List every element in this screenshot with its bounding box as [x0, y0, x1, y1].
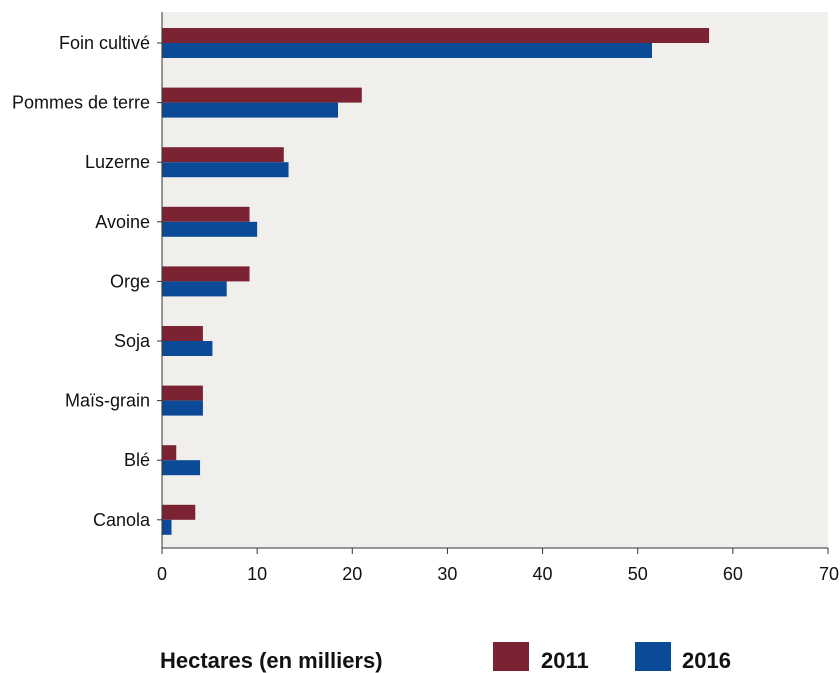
bar-2016-4	[162, 281, 227, 297]
x-tick-label: 50	[628, 564, 648, 584]
category-label: Foin cultivé	[59, 33, 150, 53]
bar-2016-2	[162, 162, 289, 178]
bar-2016-1	[162, 102, 339, 118]
category-label: Soja	[114, 331, 151, 351]
x-tick-label: 70	[819, 564, 839, 584]
category-label: Maïs-grain	[65, 391, 150, 411]
bar-2011-4	[162, 266, 250, 282]
bar-2011-0	[162, 28, 710, 43]
legend-label-2011: 2011	[541, 648, 589, 673]
legend-title: Hectares (en milliers)	[160, 648, 383, 673]
legend-swatch-2011	[493, 642, 529, 671]
bar-2016-6	[162, 400, 203, 416]
bar-2011-2	[162, 147, 284, 163]
bar-2016-0	[162, 43, 652, 58]
legend-label-2016: 2016	[682, 648, 731, 673]
x-tick-label: 40	[533, 564, 553, 584]
category-label: Blé	[124, 450, 150, 470]
x-tick-label: 10	[247, 564, 267, 584]
category-label: Luzerne	[85, 152, 150, 172]
legend-swatch-2016	[635, 642, 671, 671]
bar-2016-5	[162, 341, 213, 356]
bar-2016-3	[162, 221, 258, 237]
bar-2011-6	[162, 385, 203, 401]
x-tick-label: 60	[723, 564, 743, 584]
category-label: Canola	[93, 510, 151, 530]
category-label: Orge	[110, 271, 150, 291]
x-axis-ticks: 0 10 20 30 40 50 60 70	[157, 548, 839, 584]
bar-2011-1	[162, 87, 362, 103]
bar-2016-8	[162, 519, 172, 535]
legend: Hectares (en milliers) 2011 2016	[160, 642, 731, 673]
x-tick-label: 30	[437, 564, 457, 584]
category-labels: Foin cultivé Pommes de terre Luzerne Avoine…	[12, 33, 162, 530]
bar-2011-7	[162, 445, 177, 461]
category-label: Pommes de terre	[12, 93, 150, 113]
bars-group	[162, 28, 710, 535]
category-label: Avoine	[95, 212, 150, 232]
x-tick-label: 20	[342, 564, 362, 584]
bar-2011-8	[162, 504, 196, 520]
bar-2011-5	[162, 326, 203, 341]
bar-2016-7	[162, 460, 201, 476]
x-tick-label: 0	[157, 564, 167, 584]
bar-2011-3	[162, 206, 250, 222]
